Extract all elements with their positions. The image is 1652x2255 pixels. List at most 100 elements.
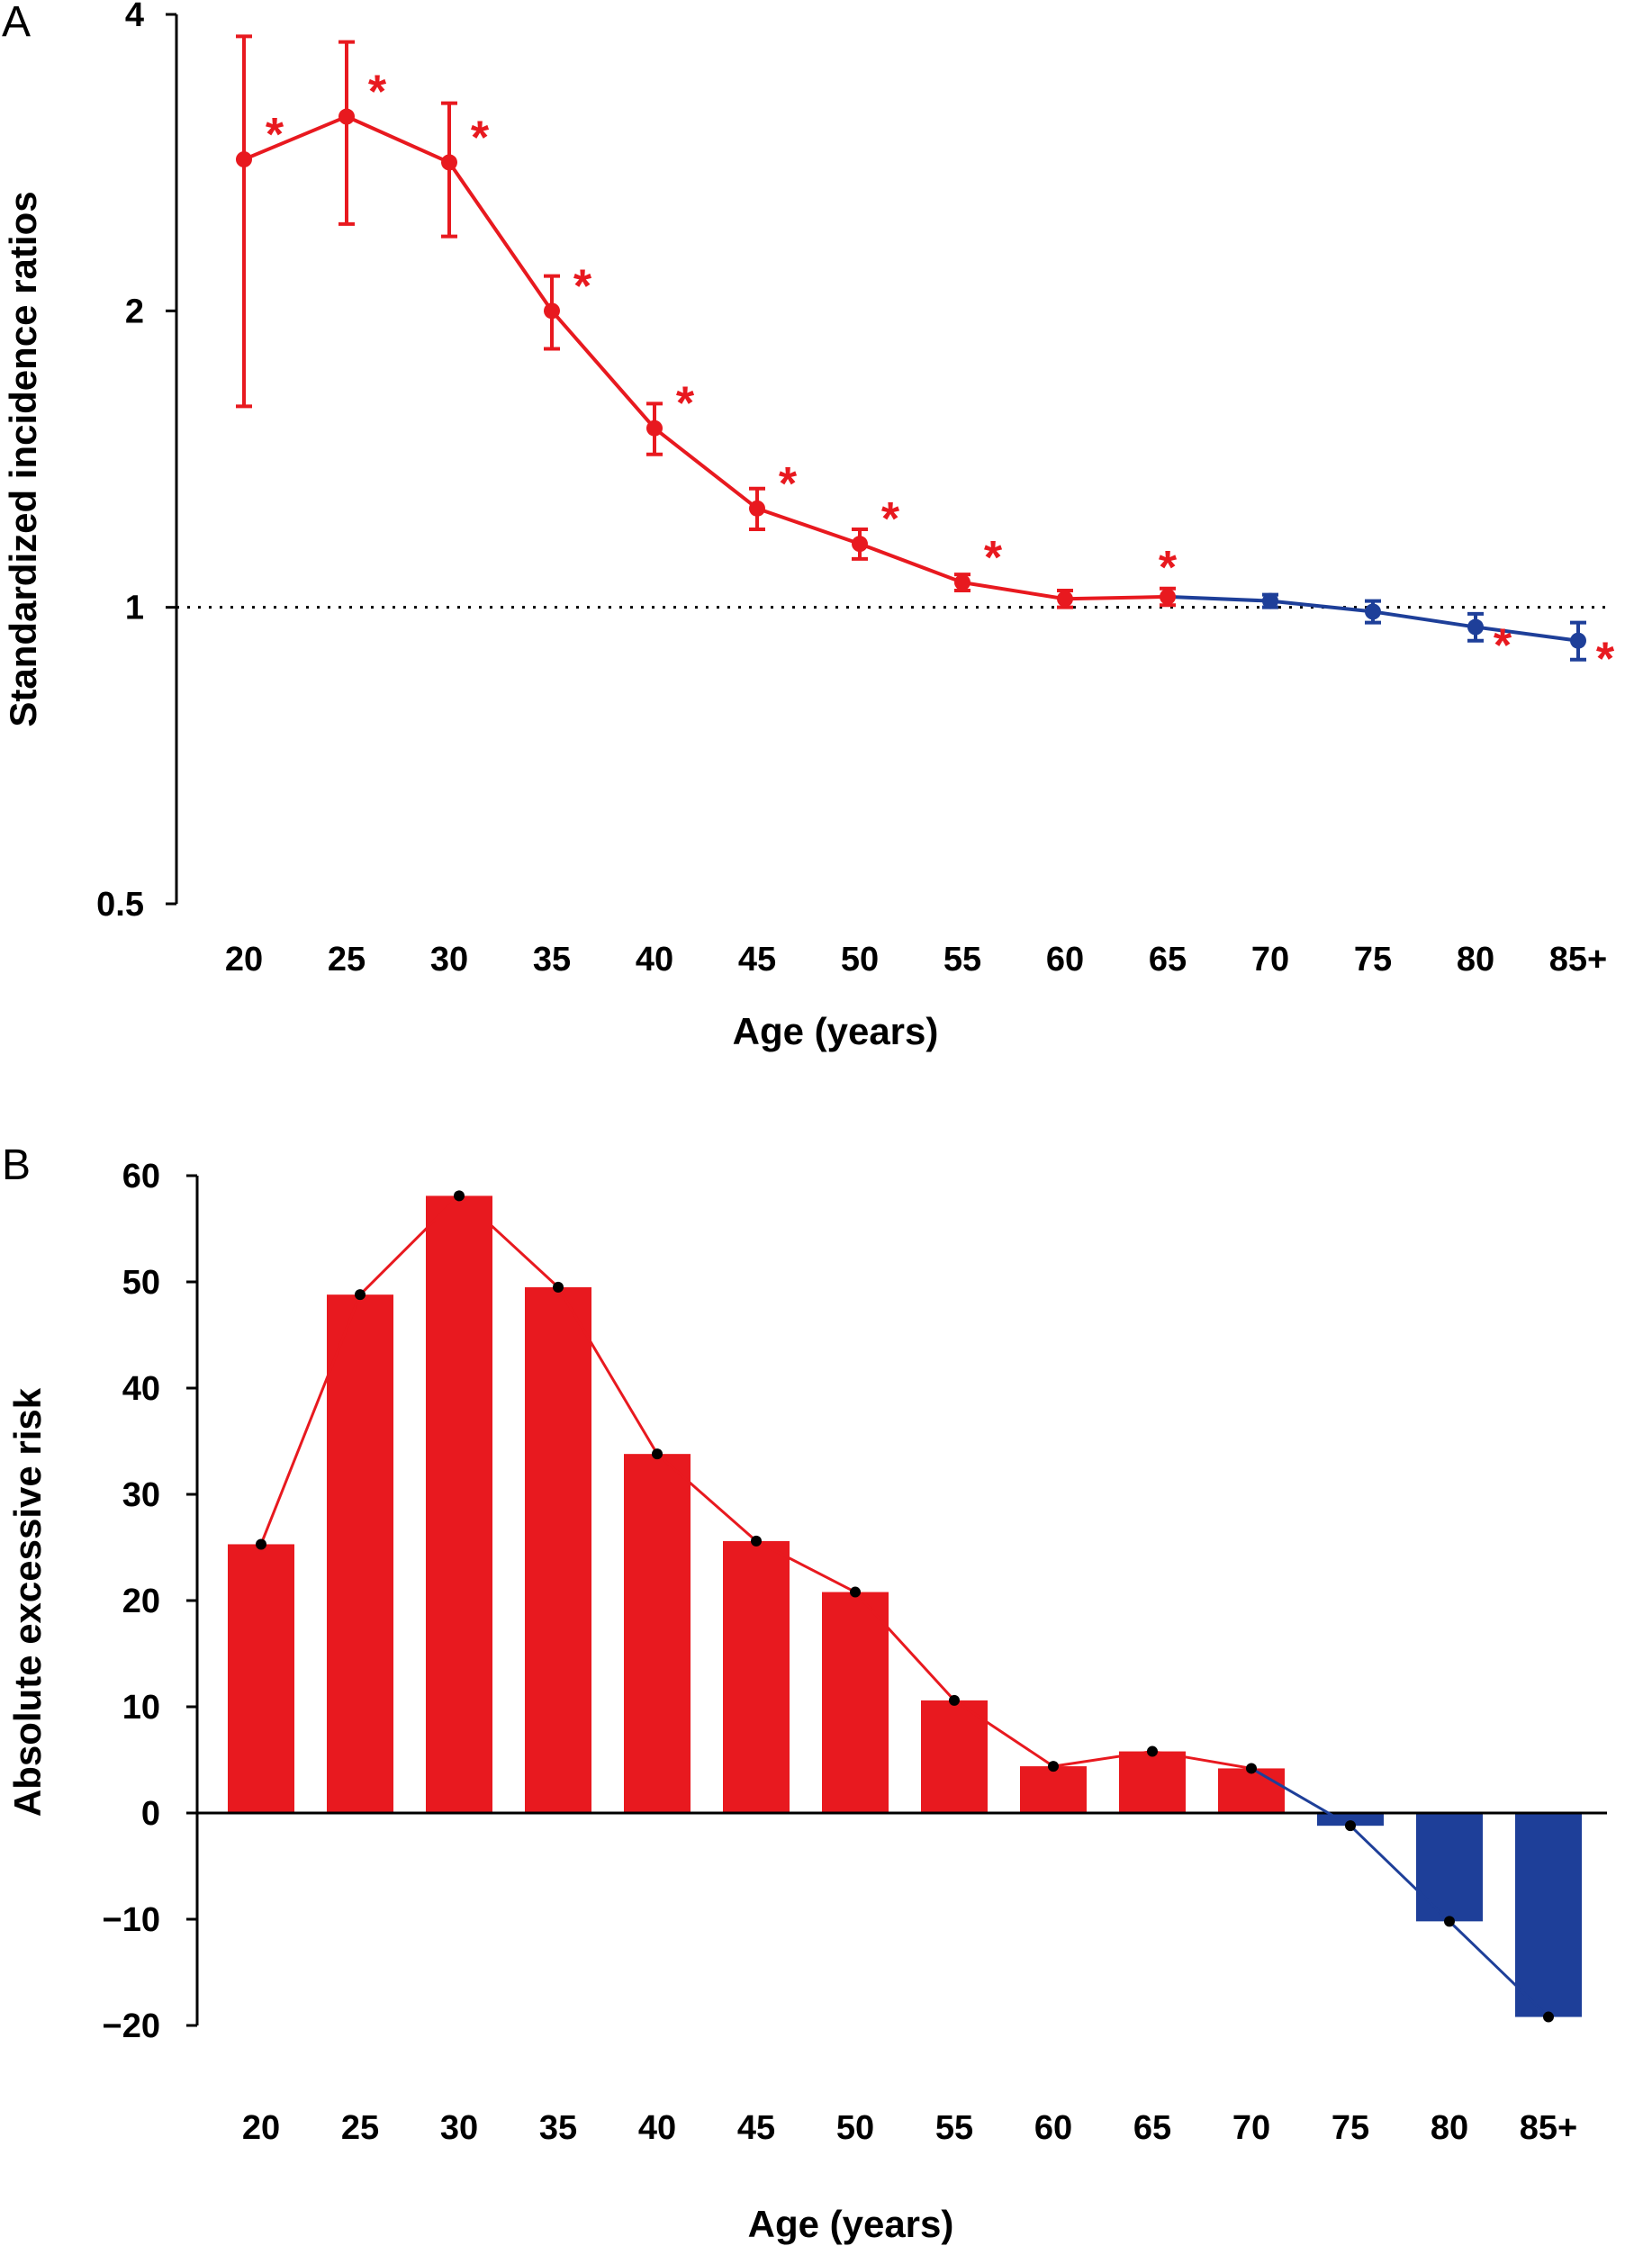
data-point-a [1262,592,1278,609]
series-line-segment-a [653,427,759,510]
bar [624,1454,691,1813]
data-point-b [751,1535,762,1547]
series-line-segment-a [1064,594,1169,601]
data-point-b [256,1538,266,1550]
significance-marker: * [881,493,900,546]
data-point-a [749,500,765,517]
x-tick-label-a: 80 [1457,941,1494,979]
panel-letter-b: B [2,1141,31,1189]
data-point-b [1246,1763,1257,1774]
data-point-a [1467,618,1484,636]
x-tick-label-a: 65 [1149,941,1187,979]
y-tick-label-a: 4 [125,0,144,34]
x-tick-label-b: 35 [539,2109,577,2147]
data-point-a [544,302,560,320]
panel-letter-a: A [2,0,31,46]
y-tick-label-b: 10 [122,1689,160,1727]
series-line-segment-b [1448,1920,1550,2018]
series-line-segment-b [259,1294,362,1546]
data-point-b [1345,1820,1356,1832]
x-tick-label-a: 50 [841,941,879,979]
series-line-segment-a [1269,599,1374,614]
data-point-b [850,1586,861,1598]
data-point-b [949,1694,960,1706]
y-tick-label-b: −10 [103,1901,160,1939]
series-line-segment-b [1151,1750,1252,1770]
bar [921,1700,988,1813]
significance-marker: * [779,458,798,510]
data-point-b [1048,1761,1059,1772]
significance-marker: * [368,67,387,119]
significance-marker: * [266,109,284,161]
bar [1020,1766,1087,1813]
x-tick-label-b: 60 [1034,2109,1072,2147]
x-axis-title-b: Age (years) [748,2203,954,2245]
x-tick-label-a: 85+ [1549,941,1607,979]
data-point-a [236,151,252,168]
significance-marker: * [676,378,695,430]
panel-a: A 0.5 1 2 4 20 25 30 35 40 45 50 55 60 65 70 75 80 85+ *… [2,0,1615,1052]
y-tick-label-a: 0.5 [96,886,144,924]
series-line-segment-b [656,1453,757,1543]
x-tick-label-b: 30 [440,2109,478,2147]
series-line-segment-b [358,1195,461,1296]
y-tick-label-b: 20 [122,1583,160,1620]
series-line-segment-b [853,1591,956,1701]
series-line-segment-a [550,310,656,430]
data-point-b [355,1289,366,1301]
series-lines-a [243,114,1579,643]
bar [1218,1768,1285,1813]
series-line-segment-a [1475,625,1579,643]
data-point-a [646,419,663,437]
x-tick-label-b: 55 [935,2109,973,2147]
y-ticks-a: 0.5 1 2 4 [96,0,176,924]
data-point-a [441,154,457,171]
data-point-b [1444,1916,1455,1927]
series-line-segment-a [756,506,861,546]
significance-marker: * [984,532,1003,584]
panel-b: B −20 −10 0 10 20 30 40 50 60 20 25 30 35 40 45 50 55 60… [2,1141,1607,2245]
x-tick-label-b: 80 [1431,2109,1468,2147]
x-tick-label-b: 40 [638,2109,676,2147]
x-ticks-b: 20 25 30 35 40 45 50 55 60 65 70 75 80 85+ [242,2109,1577,2147]
x-tick-label-b: 25 [341,2109,379,2147]
points-a [236,108,1586,649]
data-point-b [454,1190,465,1202]
bar [525,1286,591,1813]
bar [228,1544,294,1813]
y-tick-label-b: 50 [122,1264,160,1302]
x-tick-label-a: 30 [430,941,468,979]
x-tick-label-a: 35 [533,941,571,979]
significance-marker: * [1159,542,1178,594]
data-point-b [1147,1745,1158,1757]
series-line-segment-a [961,581,1066,601]
y-axis-title-b: Absolute excessive risk [6,1387,49,1817]
data-point-a [852,536,868,553]
bar [327,1294,393,1813]
series-line-segment-b [1052,1750,1153,1768]
error-bars-a [236,34,1586,662]
y-axis-title-a: Standardized incidence ratios [2,191,44,726]
x-tick-label-b: 65 [1133,2109,1171,2147]
x-tick-label-a: 75 [1354,941,1392,979]
series-line-segment-b [755,1539,856,1593]
x-tick-label-a: 25 [328,941,366,979]
bars-b [228,1195,1582,2017]
series-line-segment-a [859,542,963,584]
data-point-a [339,108,355,125]
series-line-segment-b [556,1286,659,1455]
series-line-segment-b [457,1195,560,1289]
significance-marker: * [471,112,490,164]
y-tick-label-b: 0 [141,1795,160,1833]
data-point-a [1057,591,1073,608]
bar [426,1195,492,1813]
bar [1119,1751,1186,1813]
y-tick-label-b: 40 [122,1370,160,1408]
y-tick-label-b: 60 [122,1158,160,1195]
data-point-b [1543,2011,1554,2023]
x-tick-label-b: 50 [836,2109,874,2147]
significance-markers: * * * * * * * * * * * [266,67,1615,686]
significance-marker: * [1596,634,1615,686]
series-line-segment-a [1372,609,1476,629]
data-point-a [1570,632,1586,649]
